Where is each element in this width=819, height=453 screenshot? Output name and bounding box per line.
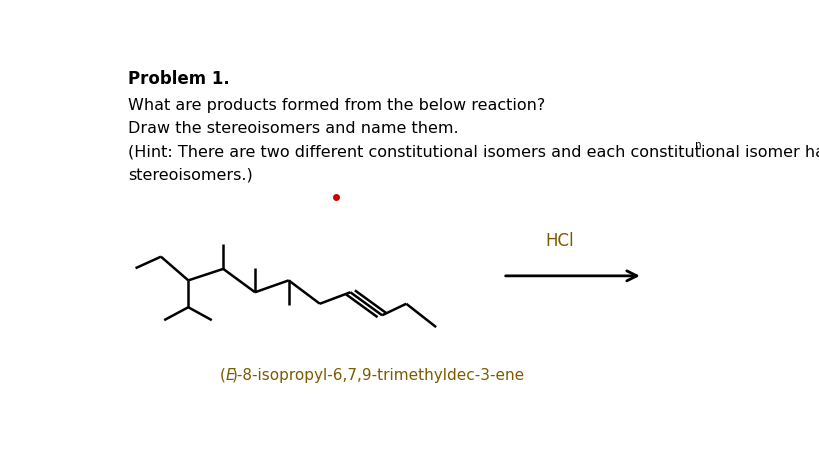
Text: n: n [694,140,700,150]
Text: Draw the stereoisomers and name them.: Draw the stereoisomers and name them. [128,120,458,135]
Text: (Hint: There are two different constitutional isomers and each constitutional is: (Hint: There are two different constitut… [128,145,819,159]
Text: HCl: HCl [545,231,573,250]
Text: What are products formed from the below reaction?: What are products formed from the below … [128,98,545,113]
Text: E: E [225,368,235,383]
Text: Problem 1.: Problem 1. [128,70,229,88]
Text: stereoisomers.): stereoisomers.) [128,167,252,182]
Text: (: ( [219,368,226,383]
Text: )-8-isopropyl-6,7,9-trimethyldec-3-ene: )-8-isopropyl-6,7,9-trimethyldec-3-ene [232,368,525,383]
